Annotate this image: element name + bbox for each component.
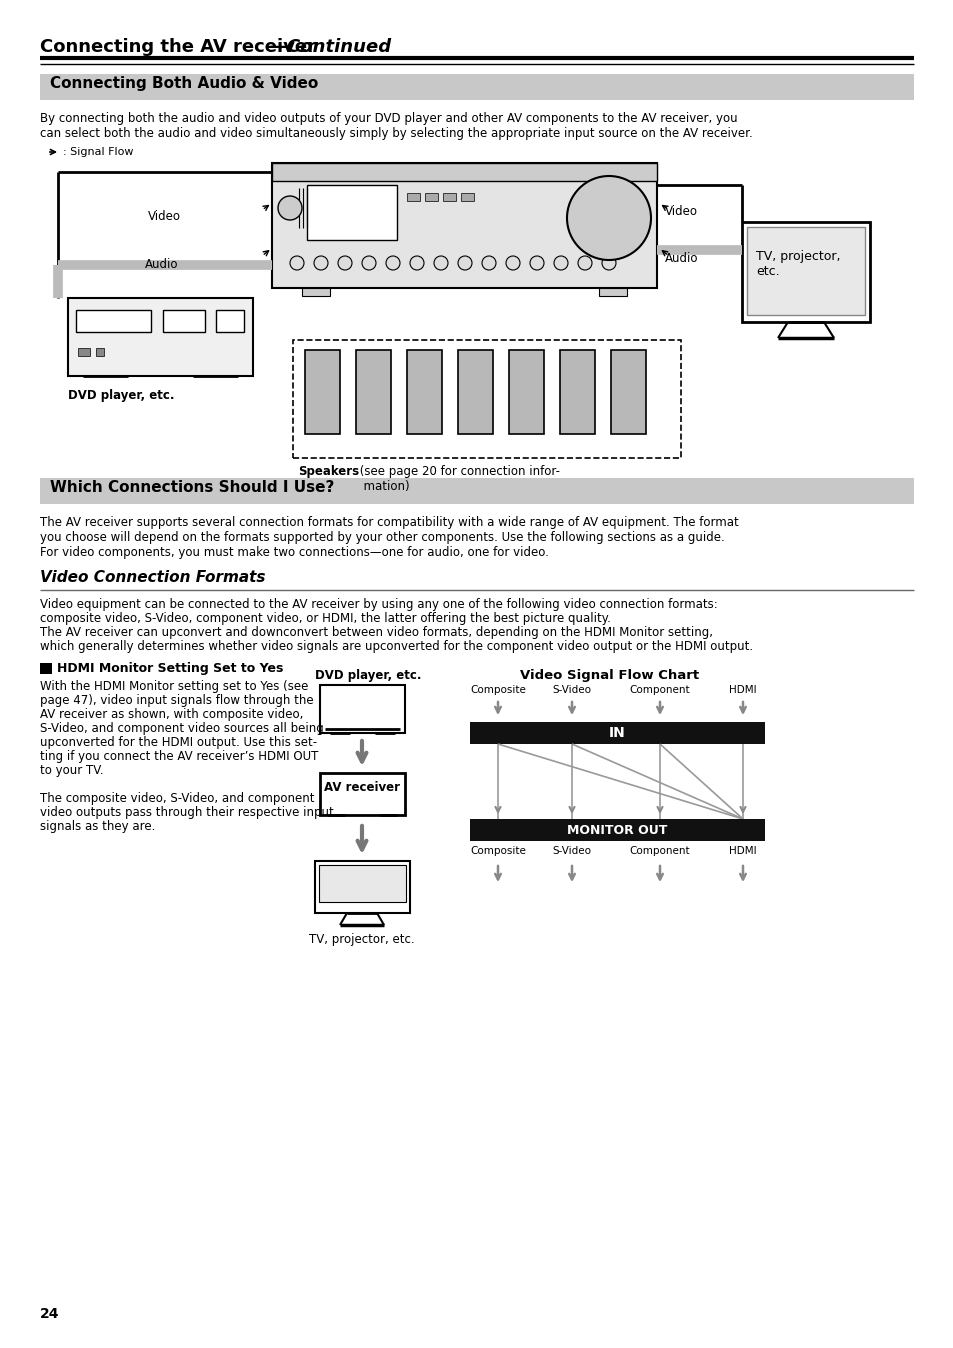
Text: Audio: Audio: [145, 257, 178, 271]
Bar: [76, 310, 151, 332]
Bar: [305, 350, 339, 434]
Text: 24: 24: [40, 1308, 59, 1321]
Circle shape: [290, 256, 304, 270]
Bar: [272, 163, 657, 181]
Text: HDMI: HDMI: [728, 847, 756, 856]
Circle shape: [505, 256, 519, 270]
Bar: [741, 222, 869, 322]
Text: Which Connections Should I Use?: Which Connections Should I Use?: [50, 480, 334, 495]
Circle shape: [337, 256, 352, 270]
Text: For video components, you must make two connections—one for audio, one for video: For video components, you must make two …: [40, 546, 548, 559]
Bar: [302, 288, 330, 297]
Circle shape: [554, 256, 567, 270]
Text: MONITOR OUT: MONITOR OUT: [566, 824, 666, 837]
Circle shape: [386, 256, 399, 270]
Text: S-Video: S-Video: [552, 685, 591, 696]
Bar: [509, 350, 543, 434]
Text: : Signal Flow: : Signal Flow: [63, 147, 133, 156]
Circle shape: [457, 256, 472, 270]
Text: S-Video: S-Video: [552, 847, 591, 856]
Text: Composite: Composite: [470, 685, 525, 696]
Text: Speakers: Speakers: [297, 465, 358, 479]
Text: The composite video, S-Video, and component: The composite video, S-Video, and compon…: [40, 793, 314, 805]
Text: The AV receiver can upconvert and downconvert between video formats, depending o: The AV receiver can upconvert and downco…: [40, 625, 712, 639]
Bar: [319, 685, 405, 733]
Bar: [598, 288, 626, 297]
Text: By connecting both the audio and video outputs of your DVD player and other AV c: By connecting both the audio and video o…: [40, 112, 737, 125]
Text: Connecting the AV receiver: Connecting the AV receiver: [40, 38, 315, 57]
Bar: [314, 861, 410, 913]
Bar: [559, 350, 595, 434]
Bar: [163, 310, 205, 332]
Circle shape: [578, 256, 592, 270]
Bar: [319, 772, 405, 816]
Text: ting if you connect the AV receiver’s HDMI OUT: ting if you connect the AV receiver’s HD…: [40, 749, 318, 763]
Text: AV receiver: AV receiver: [324, 780, 399, 794]
Text: Video: Video: [664, 205, 698, 218]
Bar: [307, 185, 396, 240]
Bar: [407, 193, 419, 201]
Bar: [610, 350, 645, 434]
Text: TV, projector,
etc.: TV, projector, etc.: [755, 249, 840, 278]
Text: HDMI: HDMI: [728, 685, 756, 696]
Text: Component: Component: [629, 685, 690, 696]
Bar: [40, 479, 913, 504]
Bar: [746, 226, 864, 315]
Text: Audio: Audio: [664, 252, 698, 266]
Bar: [68, 298, 253, 376]
Text: With the HDMI Monitor setting set to Yes (see: With the HDMI Monitor setting set to Yes…: [40, 679, 308, 693]
Text: (see page 20 for connection infor-
  mation): (see page 20 for connection infor- matio…: [355, 465, 559, 493]
Text: to your TV.: to your TV.: [40, 764, 103, 776]
Text: Composite: Composite: [470, 847, 525, 856]
Bar: [442, 193, 456, 201]
Bar: [293, 340, 680, 458]
Circle shape: [410, 256, 423, 270]
Text: upconverted for the HDMI output. Use this set-: upconverted for the HDMI output. Use thi…: [40, 736, 316, 749]
Circle shape: [566, 177, 650, 260]
Text: Connecting Both Audio & Video: Connecting Both Audio & Video: [50, 75, 318, 92]
Bar: [460, 193, 474, 201]
Circle shape: [314, 256, 328, 270]
Bar: [470, 723, 764, 744]
Circle shape: [601, 256, 616, 270]
Text: composite video, S-Video, component video, or HDMI, the latter offering the best: composite video, S-Video, component vide…: [40, 612, 610, 625]
Text: DVD player, etc.: DVD player, etc.: [314, 669, 421, 682]
Bar: [40, 663, 52, 674]
Text: AV receiver as shown, with composite video,: AV receiver as shown, with composite vid…: [40, 708, 303, 721]
Bar: [424, 193, 437, 201]
Text: Video: Video: [148, 210, 181, 222]
Bar: [470, 820, 764, 841]
Text: IN: IN: [608, 727, 625, 740]
Text: page 47), video input signals flow through the: page 47), video input signals flow throu…: [40, 694, 314, 706]
Circle shape: [481, 256, 496, 270]
Bar: [355, 350, 391, 434]
Bar: [215, 310, 244, 332]
Text: —Continued: —Continued: [270, 38, 392, 57]
Circle shape: [434, 256, 448, 270]
Text: signals as they are.: signals as they are.: [40, 820, 155, 833]
Circle shape: [530, 256, 543, 270]
Text: TV, projector, etc.: TV, projector, etc.: [309, 933, 415, 946]
Text: which generally determines whether video signals are upconverted for the compone: which generally determines whether video…: [40, 640, 752, 652]
Bar: [40, 74, 913, 100]
Text: The AV receiver supports several connection formats for compatibility with a wid: The AV receiver supports several connect…: [40, 516, 738, 528]
Text: Video equipment can be connected to the AV receiver by using any one of the foll: Video equipment can be connected to the …: [40, 599, 717, 611]
Text: can select both the audio and video simultaneously simply by selecting the appro: can select both the audio and video simu…: [40, 127, 752, 140]
Text: S-Video, and component video sources all being: S-Video, and component video sources all…: [40, 723, 323, 735]
Bar: [96, 348, 104, 356]
Bar: [78, 348, 90, 356]
Bar: [272, 163, 657, 288]
Circle shape: [277, 195, 302, 220]
Bar: [407, 350, 441, 434]
Text: video outputs pass through their respective input: video outputs pass through their respect…: [40, 806, 334, 820]
Text: Video Signal Flow Chart: Video Signal Flow Chart: [519, 669, 699, 682]
Circle shape: [361, 256, 375, 270]
Text: you choose will depend on the formats supported by your other components. Use th: you choose will depend on the formats su…: [40, 531, 724, 545]
Bar: [318, 865, 406, 902]
Text: HDMI Monitor Setting Set to Yes: HDMI Monitor Setting Set to Yes: [57, 662, 283, 675]
Text: DVD player, etc.: DVD player, etc.: [68, 390, 174, 402]
Text: Component: Component: [629, 847, 690, 856]
Text: Video Connection Formats: Video Connection Formats: [40, 570, 265, 585]
Bar: [457, 350, 493, 434]
